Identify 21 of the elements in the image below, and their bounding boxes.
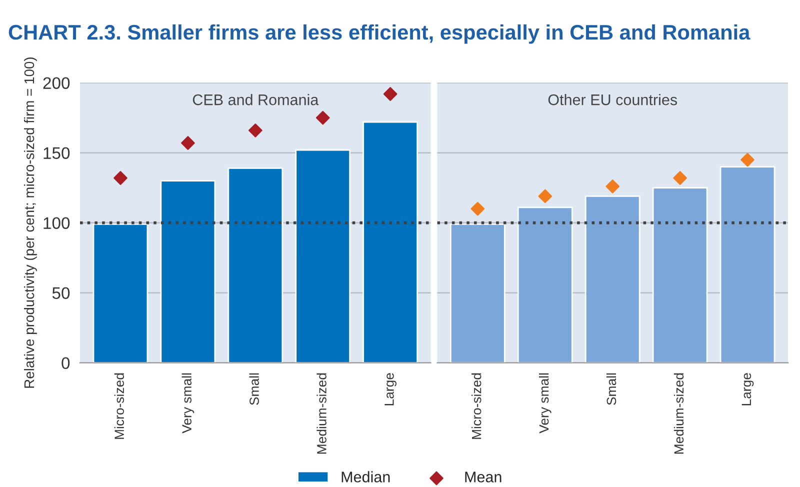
x-tick-label: Large — [742, 373, 754, 406]
x-tick-label: Medium-sized — [674, 373, 684, 454]
y-axis-title: Relative productivity (per cent; micro-sized firm = 100) — [24, 58, 37, 388]
x-tick-label: Large — [384, 373, 396, 406]
x-tick-label: Medium-sized — [316, 373, 326, 454]
x-tick-label: Small — [249, 373, 259, 405]
y-tick-label: 150 — [44, 147, 70, 159]
y-tick-label: 50 — [52, 287, 70, 300]
x-tick-label: Very small — [182, 373, 194, 434]
legend-label: Mean — [465, 472, 502, 482]
x-tick-label: Small — [606, 373, 616, 405]
x-tick-label: Very small — [538, 373, 552, 434]
x-tick-label: Micro-sized — [472, 373, 482, 439]
y-tick-label: 0 — [62, 357, 70, 370]
chart-title: CHART 2.3. Smaller firms are less efficient, especially in CEB and Romania — [8, 24, 750, 44]
y-tick-label: 200 — [43, 77, 70, 89]
x-tick-label: Micro-sized — [114, 373, 124, 439]
legend-label: Median — [342, 471, 390, 482]
annotation: CEB and Romania — [192, 94, 319, 106]
y-tick-label: 100 — [44, 217, 70, 230]
annotation: Other EU countries — [548, 94, 678, 106]
